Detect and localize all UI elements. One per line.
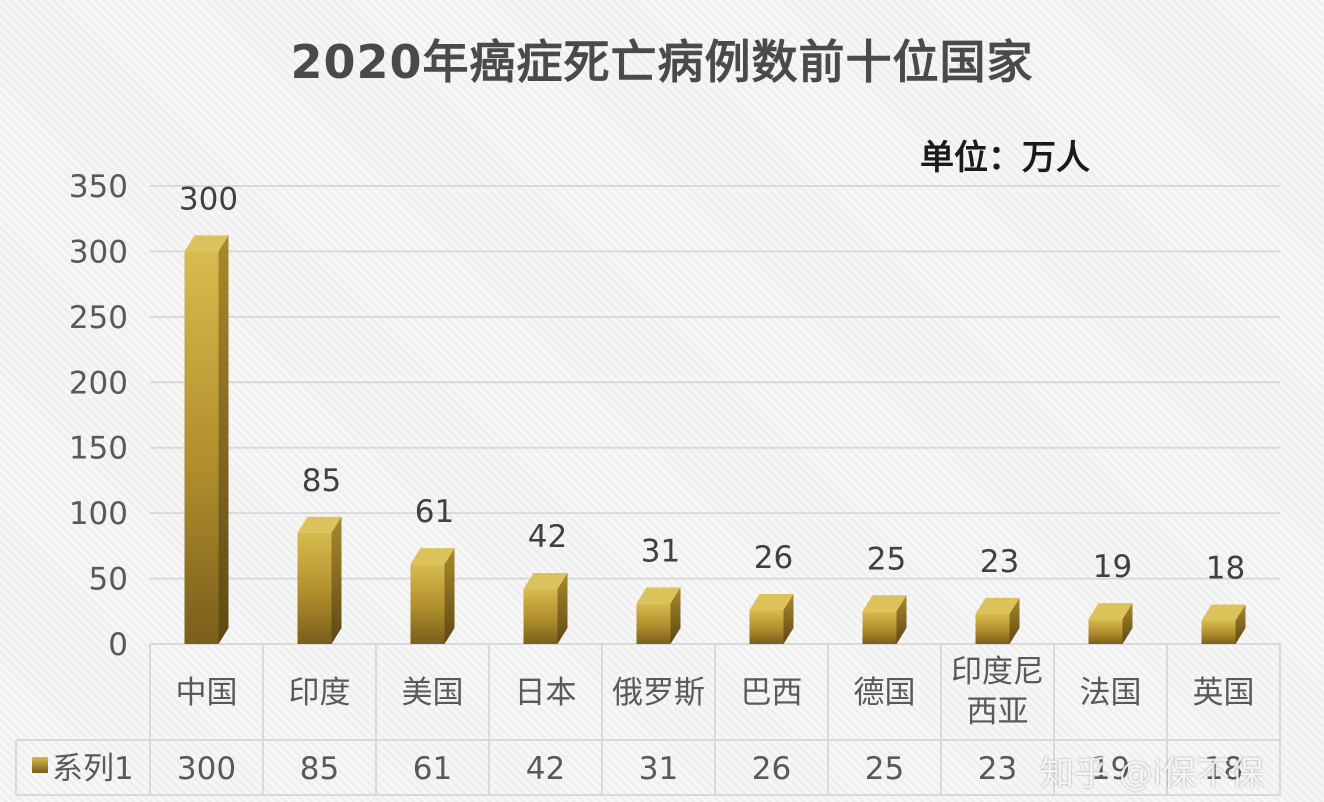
data-label: 18 [1206,550,1245,586]
bar-top [297,516,342,533]
bar [1088,603,1133,644]
unit-label: 单位：万人 [920,138,1090,178]
x-tick-label: 俄罗斯 [612,675,705,711]
bar [749,593,794,644]
y-axis: 0 50 100 150 200 250 300 350 [69,169,128,663]
legend-label: 系列1 [52,751,134,787]
watermark: 知乎 @i保不保 [1040,754,1265,794]
x-tick-label: 法国 [1080,675,1142,711]
data-labels: 300 85 61 42 31 26 25 23 19 18 [179,181,1245,586]
bar-side [896,595,907,644]
bar-side [1009,597,1020,644]
chart-title: 2020年癌症死亡病例数前十位国家 [290,35,1034,89]
data-label: 31 [641,533,680,569]
x-tick-label: 印度尼西亚 [951,654,1044,730]
y-tick-label: 100 [69,496,128,532]
bar-top [1088,603,1133,620]
bar-front [184,251,219,644]
bar-side [783,593,794,644]
data-label: 26 [754,540,793,576]
bar-side [1122,603,1133,644]
x-tick-label: 德国 [854,675,916,711]
x-tick-label: 巴西 [741,675,803,711]
y-tick-label: 150 [69,431,128,467]
table-value: 23 [978,751,1017,787]
legend-swatch [32,757,48,773]
data-label: 85 [302,463,341,499]
data-table: 系列1 中国 300 印度 85 美国 61 日本 42 俄罗斯 31 巴西 26 德国 25 印度尼西亚 23… [15,643,1281,796]
bar-top [975,597,1020,614]
bar-side [1235,604,1246,644]
x-tick-label: 美国 [402,675,464,711]
table-value: 61 [413,751,452,787]
x-tick-label: 日本 [515,675,577,711]
bar-front [636,603,671,644]
bar-top [1201,604,1246,621]
bar [1201,604,1246,644]
table-value: 31 [639,751,678,787]
table-value: 26 [752,751,791,787]
bar-top [636,587,681,604]
x-tick-label: 中国 [176,675,238,711]
bar [410,548,455,644]
y-tick-label: 250 [69,300,128,336]
bar-side [331,516,342,644]
bar [184,235,229,644]
bar-top [862,595,907,612]
bar-side [670,587,681,644]
bar-top [184,235,229,252]
bar [862,595,907,644]
x-tick-label: 英国 [1193,675,1255,711]
bar-front [523,589,558,644]
data-label: 61 [415,494,454,530]
data-label: 19 [1093,549,1132,585]
bar [297,516,342,644]
y-tick-label: 200 [69,365,128,401]
bar [636,587,681,644]
bar-side [444,548,455,644]
bar [975,597,1020,644]
data-label: 300 [179,181,238,217]
bar-front [749,609,784,644]
bar-side [218,235,229,644]
bar [523,573,568,644]
table-value: 18 [1204,751,1243,787]
table-value: 19 [1091,751,1130,787]
y-tick-label: 350 [69,169,128,205]
x-tick-label: 印度 [289,675,351,711]
bar-front [1088,619,1123,644]
bar-front [297,532,332,644]
data-label: 23 [980,544,1019,580]
table-value: 25 [865,751,904,787]
y-tick-label: 50 [89,562,128,598]
bar-front [862,611,897,644]
y-tick-label: 300 [69,234,128,270]
bar-top [749,593,794,610]
bars [184,235,1246,644]
data-label: 42 [528,519,567,555]
data-label: 25 [867,541,906,577]
table-value: 85 [300,751,339,787]
table-value: 300 [177,751,236,787]
bar-side [557,573,568,644]
bar-top [410,548,455,565]
table-value: 42 [526,751,565,787]
bar-front [410,564,445,644]
bar-front [1201,620,1236,644]
y-tick-label: 0 [108,627,128,663]
bar-top [523,573,568,590]
bar-front [975,613,1010,644]
